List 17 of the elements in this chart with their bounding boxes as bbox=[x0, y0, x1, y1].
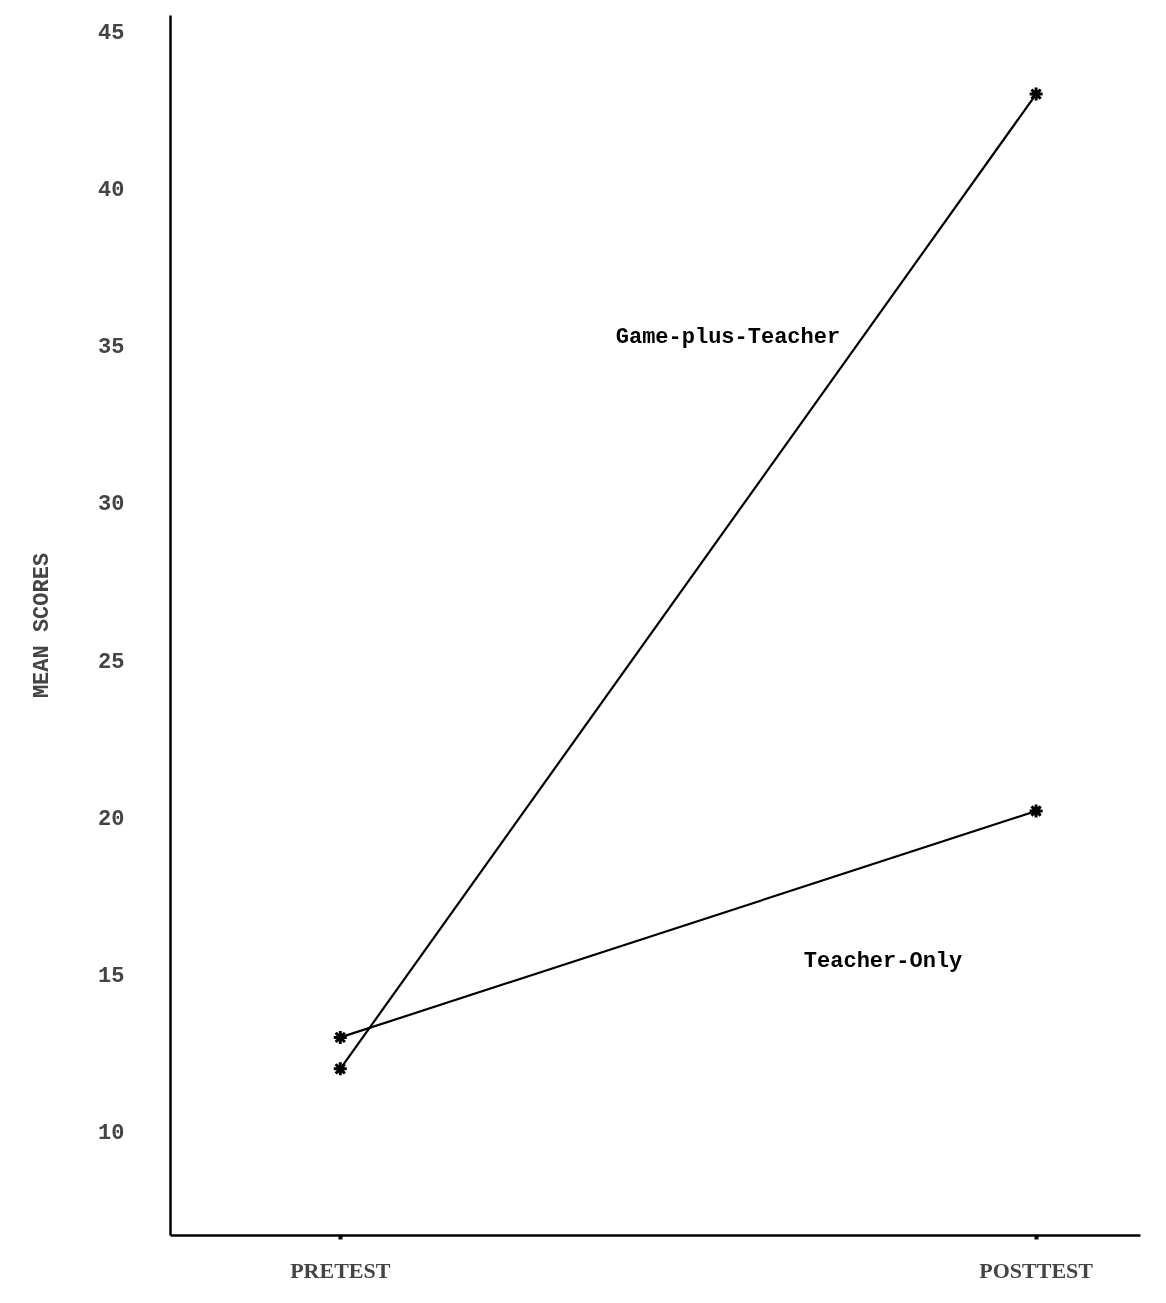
y-tick-label: 40 bbox=[98, 177, 125, 203]
y-tick-label: 20 bbox=[98, 806, 125, 832]
point bbox=[1028, 86, 1045, 103]
text: Teacher-Only bbox=[803, 948, 963, 974]
point bbox=[332, 1029, 349, 1046]
point bbox=[1028, 803, 1045, 820]
x-tick-label: POSTTEST bbox=[979, 1257, 1094, 1283]
point bbox=[332, 1060, 349, 1077]
y-tick-label: 10 bbox=[98, 1121, 125, 1147]
y-tick-label: 35 bbox=[98, 335, 125, 361]
y-tick-label: 15 bbox=[98, 964, 125, 990]
y-tick-label: 45 bbox=[98, 20, 125, 46]
y-tick-label: 25 bbox=[98, 649, 125, 675]
y-axis-title: MEAN SCORES bbox=[30, 552, 56, 699]
x-tick-label: PRETEST bbox=[290, 1257, 391, 1283]
series-label: Game-plus-Teacher bbox=[615, 325, 841, 351]
y-tick-label: 30 bbox=[98, 492, 125, 518]
